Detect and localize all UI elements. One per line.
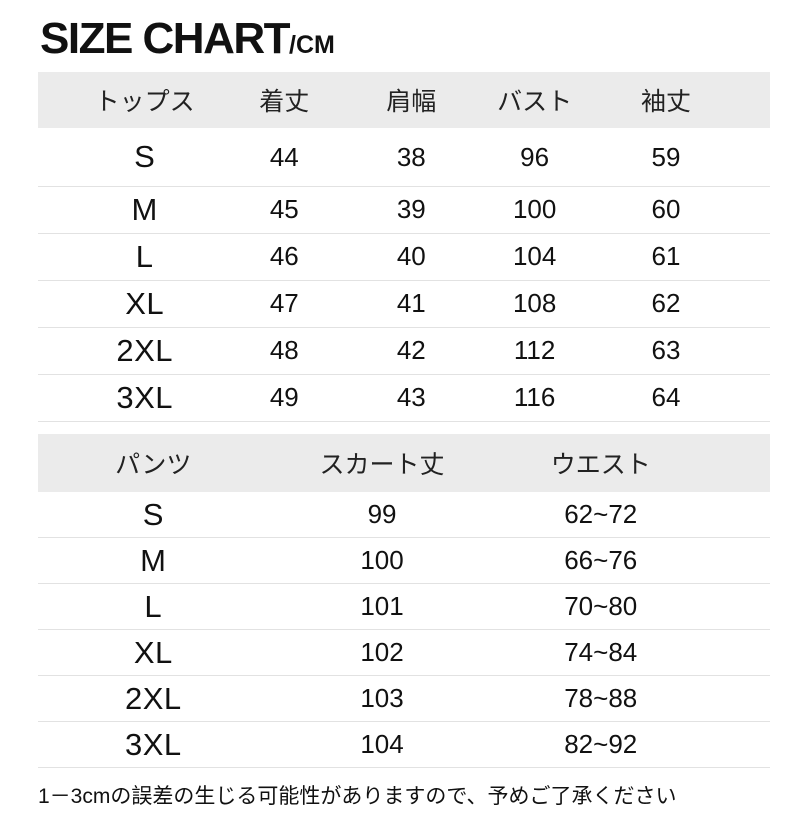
- bottoms-table-row: 3XL 104 82~92: [38, 722, 770, 768]
- measurement-cell: 99: [367, 499, 397, 530]
- measurement-cell: 66~76: [564, 545, 638, 576]
- measurement-cell: 48: [269, 335, 299, 366]
- measurement-cell: 116: [513, 382, 556, 413]
- measurement-cell: 42: [396, 335, 426, 366]
- bottoms-table-row: XL 102 74~84: [38, 630, 770, 676]
- size-label-cell: S: [134, 139, 156, 175]
- measurement-cell: 61: [651, 241, 681, 272]
- measurement-cell: 100: [512, 194, 557, 225]
- size-label-cell: 3XL: [124, 726, 182, 762]
- bottoms-header-row: パンツ スカート丈 ウエスト: [38, 433, 770, 492]
- tops-size-table: トップス 着丈 肩幅 バスト 袖丈 S 44 38 96 59 M 45 39 100 60 L 46…: [38, 72, 770, 422]
- tops-header-length: 着丈: [259, 88, 310, 117]
- measurement-cell: 44: [269, 141, 299, 172]
- bottoms-header-waist: ウエスト: [550, 450, 651, 479]
- measurement-cell: 102: [360, 637, 404, 668]
- tops-header-shoulder: 肩幅: [386, 88, 437, 117]
- measurement-cell: 60: [651, 194, 681, 225]
- measurement-cell: 38: [396, 141, 426, 172]
- size-label-cell: L: [144, 588, 163, 624]
- size-label-cell: 2XL: [116, 332, 173, 368]
- size-label-cell: M: [131, 191, 158, 227]
- bottoms-size-table: パンツ スカート丈 ウエスト S 99 62~72 M 100 66~76 L 101 70~8…: [38, 433, 770, 769]
- measurement-cell: 74~84: [564, 637, 638, 668]
- measurement-cell: 112: [513, 335, 556, 366]
- measurement-cell: 103: [360, 683, 404, 714]
- tolerance-disclaimer: 1－3cmの誤差の生じる可能性がありますので、予めご了承ください: [38, 785, 677, 809]
- measurement-cell: 45: [269, 194, 299, 225]
- tops-table-row: L 46 40 104 61: [38, 233, 770, 281]
- measurement-cell: 40: [396, 241, 426, 272]
- measurement-cell: 96: [520, 141, 550, 172]
- measurement-cell: 82~92: [564, 729, 638, 760]
- measurement-cell: 62~72: [564, 499, 638, 530]
- tops-header-category: トップス: [94, 88, 195, 117]
- measurement-cell: 70~80: [564, 591, 638, 622]
- page-title-main: SIZE CHART: [40, 14, 291, 63]
- tops-table-row: 2XL 48 42 112 63: [38, 327, 770, 375]
- measurement-cell: 108: [512, 288, 557, 319]
- page-title-unit: /CM: [289, 31, 335, 59]
- measurement-cell: 101: [360, 591, 404, 622]
- size-label-cell: XL: [125, 285, 165, 321]
- tops-table-row: M 45 39 100 60: [38, 186, 770, 234]
- measurement-cell: 49: [269, 382, 299, 413]
- tops-table-row: 3XL 49 43 116 64: [38, 374, 770, 422]
- bottoms-table-row: M 100 66~76: [38, 538, 770, 584]
- measurement-cell: 63: [651, 335, 681, 366]
- measurement-cell: 104: [360, 729, 404, 760]
- measurement-cell: 39: [396, 194, 426, 225]
- measurement-cell: 104: [512, 241, 557, 272]
- size-label-cell: 2XL: [124, 680, 182, 716]
- tops-header-sleeve: 袖丈: [640, 88, 691, 117]
- tops-header-bust: バスト: [497, 88, 573, 117]
- measurement-cell: 62: [651, 288, 681, 319]
- size-label-cell: M: [140, 542, 167, 578]
- measurement-cell: 78~88: [564, 683, 638, 714]
- size-label-cell: 3XL: [116, 379, 173, 415]
- bottoms-table-row: 2XL 103 78~88: [38, 676, 770, 722]
- bottoms-table-row: L 101 70~80: [38, 584, 770, 630]
- size-label-cell: S: [142, 496, 164, 532]
- measurement-cell: 100: [360, 545, 404, 576]
- size-label-cell: L: [135, 238, 154, 274]
- bottoms-header-skirt-length: スカート丈: [319, 450, 445, 479]
- measurement-cell: 43: [396, 382, 426, 413]
- tops-table-row: S 44 38 96 59: [38, 128, 770, 187]
- page-title: SIZE CHART/CM: [40, 14, 800, 63]
- measurement-cell: 59: [651, 141, 681, 172]
- size-label-cell: XL: [133, 634, 173, 670]
- measurement-cell: 47: [269, 288, 299, 319]
- measurement-cell: 46: [269, 241, 299, 272]
- bottoms-table-row: S 99 62~72: [38, 492, 770, 538]
- measurement-cell: 64: [651, 382, 681, 413]
- tops-header-row: トップス 着丈 肩幅 バスト 袖丈: [38, 72, 770, 129]
- measurement-cell: 41: [396, 288, 426, 319]
- tops-table-row: XL 47 41 108 62: [38, 280, 770, 328]
- bottoms-header-category: パンツ: [115, 450, 192, 479]
